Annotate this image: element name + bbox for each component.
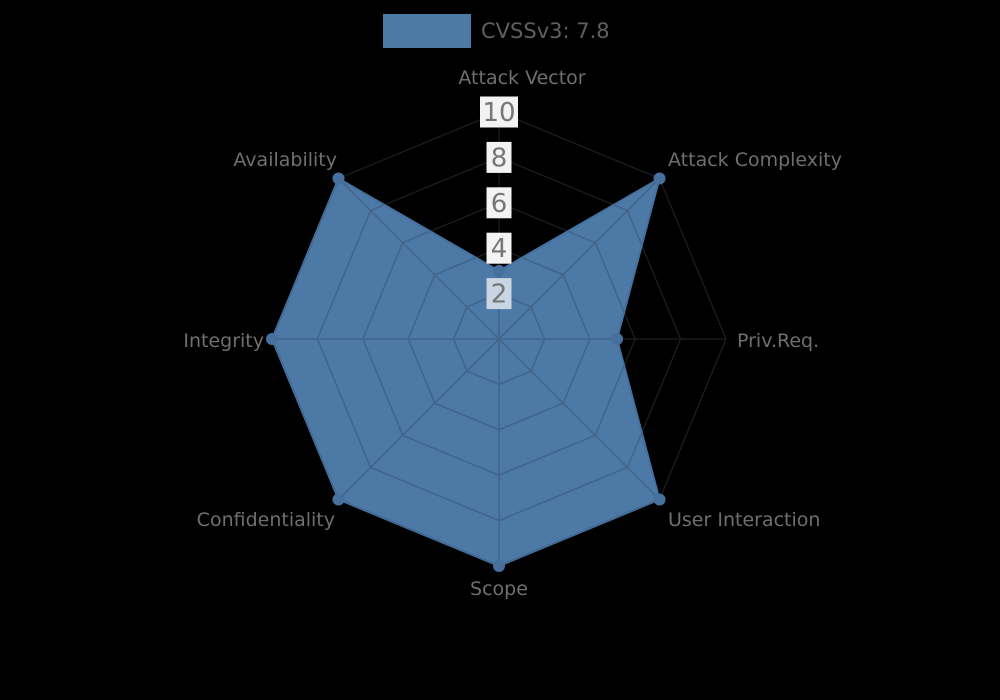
vertex-dot-scope — [493, 560, 505, 572]
axis-label-attack-complexity: Attack Complexity — [668, 149, 842, 171]
tick-box-4 — [486, 232, 512, 264]
tick-label-6: 6 — [491, 189, 508, 219]
tick-label-2: 2 — [491, 280, 508, 310]
radar-grid-spoke-inner — [337, 338, 500, 501]
axis-label-attack-vector: Attack Vector — [458, 67, 585, 89]
axis-label-availability: Availability — [233, 149, 337, 171]
axis-label-scope: Scope — [470, 578, 528, 600]
tick-box-2 — [486, 278, 512, 310]
vertex-dot-integrity — [266, 333, 278, 345]
vertex-dot-attack-vector — [493, 264, 505, 277]
vertex-dot-attack-complexity — [653, 172, 666, 185]
tick-box-10 — [480, 96, 518, 128]
vertex-dot-availability — [332, 172, 345, 185]
tick-label-10: 10 — [482, 98, 515, 128]
legend: CVSSv3: 7.8 — [383, 14, 610, 48]
legend-label: CVSSv3: 7.8 — [481, 19, 610, 43]
legend-swatch — [383, 14, 471, 48]
radar-grid-spoke-inner — [337, 178, 500, 340]
vertex-dot-user-interaction — [653, 493, 666, 506]
radar-grid-spoke-inner — [498, 178, 660, 340]
axis-label-confidentiality: Confidentiality — [197, 509, 335, 531]
axis-label-priv-req-: Priv.Req. — [737, 330, 819, 352]
tick-label-4: 4 — [491, 234, 508, 264]
tick-box-8 — [486, 141, 512, 173]
tick-box-6 — [486, 187, 512, 219]
axis-label-user-interaction: User Interaction — [668, 509, 820, 531]
tick-label-8: 8 — [491, 143, 508, 173]
radar-grid-spoke-inner — [498, 338, 660, 501]
vertex-dot-confidentiality — [332, 493, 345, 506]
axis-label-integrity: Integrity — [183, 330, 264, 352]
vertex-dot-priv-req- — [611, 333, 624, 345]
